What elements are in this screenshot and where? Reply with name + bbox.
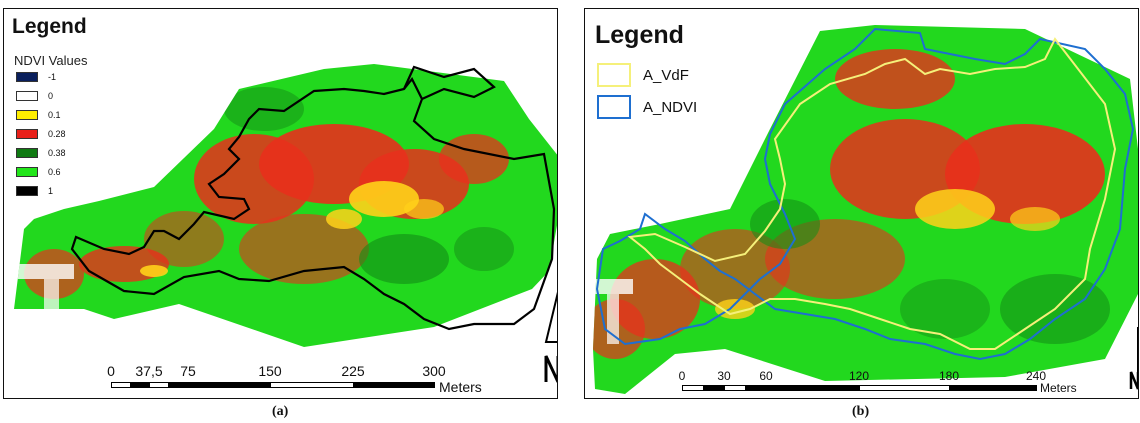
scale-segment <box>188 382 271 388</box>
scale-segment <box>130 382 150 388</box>
ndvi-map-a <box>14 64 557 347</box>
boundary-a-ndvi <box>595 27 1135 361</box>
ndvi-class-label: 0.1 <box>48 110 61 120</box>
scale-tick: 240 <box>1025 369 1047 383</box>
ndvi-class-item: -1 <box>16 71 56 83</box>
ndvi-class-label: 1 <box>48 186 54 196</box>
ndvi-swatch <box>16 129 38 139</box>
ndvi-class-item: 0.28 <box>16 128 66 140</box>
polygon-label: A_NDVI <box>643 98 698 116</box>
polygon-legend-item: A_NDVI <box>597 95 697 119</box>
scale-unit: Meters <box>439 379 482 395</box>
ndvi-swatch <box>16 91 38 101</box>
legend-title-b: Legend <box>595 21 684 49</box>
map-panel-b: Legend A_VdF A_NDVI 0 30 60 120 180 240 … <box>584 8 1139 399</box>
scale-segment <box>149 382 169 388</box>
scale-segment <box>745 385 767 391</box>
caption-b: (b) <box>852 404 870 419</box>
scale-tick: 225 <box>341 363 365 379</box>
scale-segment <box>949 385 1037 391</box>
scale-segment <box>111 382 131 388</box>
ndvi-class-item: 1 <box>16 185 53 197</box>
north-arrow-icon <box>1129 327 1138 390</box>
scale-tick: 0 <box>107 363 115 379</box>
scale-segment <box>766 385 860 391</box>
scale-segment <box>724 385 746 391</box>
ndvi-class-item: 0.1 <box>16 109 61 121</box>
scale-tick: 60 <box>759 369 773 383</box>
ndvi-class-label: 0.6 <box>48 167 61 177</box>
scale-unit: Meters <box>1040 381 1077 395</box>
ndvi-class-item: 0.6 <box>16 166 61 178</box>
scale-segment <box>353 382 435 388</box>
polygon-swatch <box>597 95 631 119</box>
stress-zones <box>14 87 514 319</box>
scale-segment <box>270 382 354 388</box>
ndvi-swatch <box>16 148 38 158</box>
ndvi-class-label: 0 <box>48 91 54 101</box>
scale-bar-b: 0 30 60 120 180 240 Meters <box>585 9 1138 398</box>
ndvi-swatch <box>16 167 38 177</box>
ndvi-swatch <box>16 72 38 82</box>
study-boundary-a-north <box>402 65 496 101</box>
caption-a: (a) <box>272 404 289 419</box>
ndvi-class-label: -1 <box>48 72 57 82</box>
ndvi-legend-subtitle: NDVI Values <box>14 53 88 68</box>
scale-segment <box>168 382 189 388</box>
map-panel-a: Legend NDVI Values -1 0 0.1 0.28 0.38 0.… <box>3 8 558 399</box>
scale-tick: 0 <box>678 369 686 383</box>
polygon-label: A_VdF <box>643 66 689 84</box>
ndvi-swatch <box>16 186 38 196</box>
scale-tick: 75 <box>180 363 196 379</box>
scale-segment <box>859 385 950 391</box>
scale-tick: 150 <box>258 363 282 379</box>
ndvi-swatch <box>16 110 38 120</box>
ndvi-class-label: 0.28 <box>48 129 66 139</box>
ndvi-class-item: 0 <box>16 90 53 102</box>
polygon-swatch <box>597 63 631 87</box>
legend-title-a: Legend <box>12 15 87 38</box>
study-boundary-a <box>70 76 556 331</box>
ndvi-class-item: 0.38 <box>16 147 66 159</box>
ndvi-class-label: 0.38 <box>48 148 66 158</box>
scale-tick: 180 <box>938 369 960 383</box>
scale-segment <box>682 385 704 391</box>
scale-tick: 120 <box>848 369 870 383</box>
boundary-a-vdf <box>627 37 1117 350</box>
north-arrow-icon <box>544 291 557 383</box>
scale-bar-a: 0 37,5 75 150 225 300 Meters <box>4 9 557 398</box>
scale-tick: 37,5 <box>135 363 163 379</box>
ndvi-map-b <box>593 25 1138 394</box>
scale-tick: 300 <box>422 363 446 379</box>
polygon-legend-item: A_VdF <box>597 63 689 87</box>
scale-tick: 30 <box>717 369 731 383</box>
scale-segment <box>703 385 725 391</box>
